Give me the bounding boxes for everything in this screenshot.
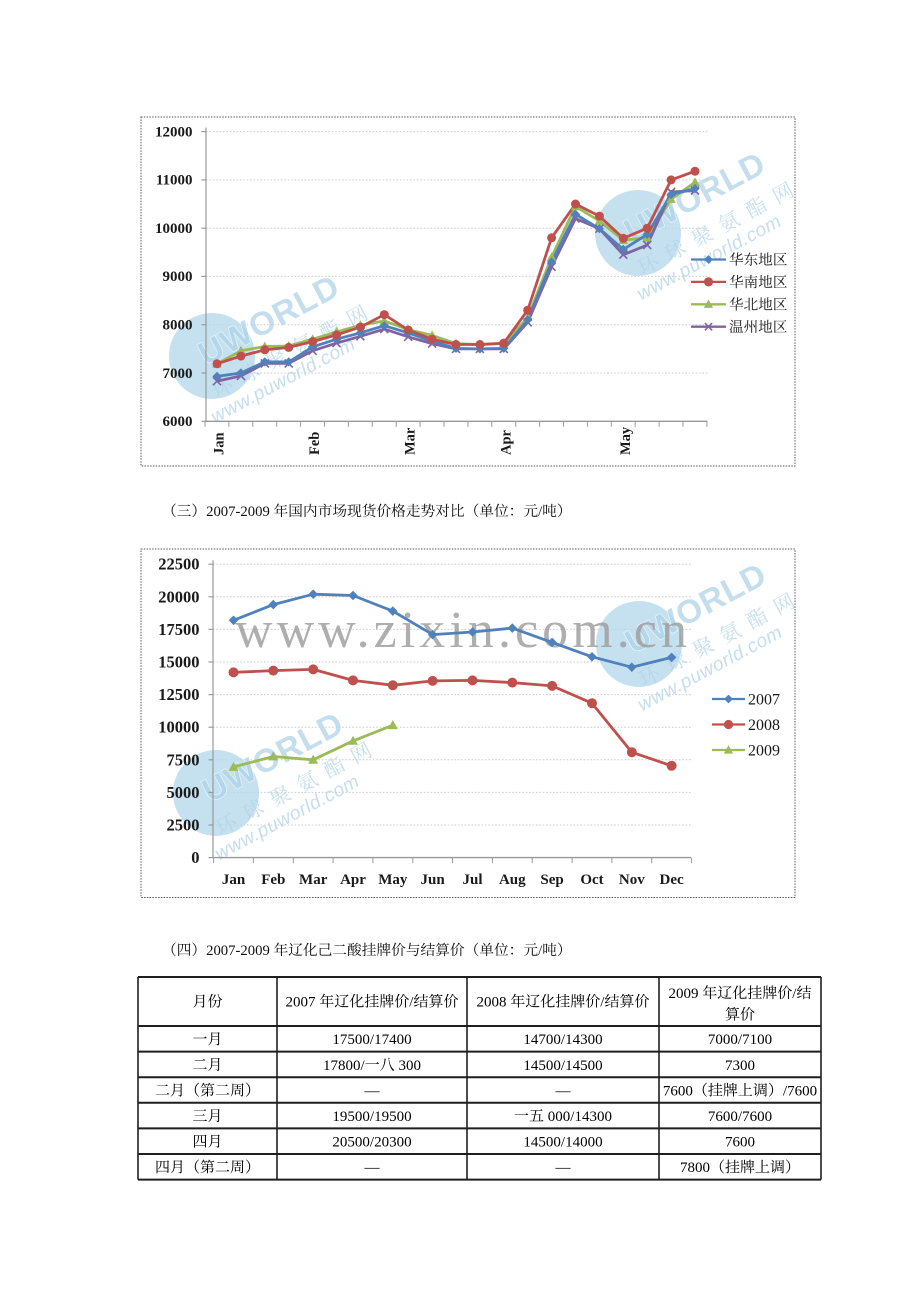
svg-text:20500/20300: 20500/20300 xyxy=(332,1135,411,1151)
svg-text:10000: 10000 xyxy=(158,718,199,737)
svg-text:19500/19500: 19500/19500 xyxy=(332,1109,411,1125)
svg-text:20000: 20000 xyxy=(158,587,199,606)
svg-text:8000: 8000 xyxy=(163,318,193,334)
svg-text:Dec: Dec xyxy=(660,872,684,888)
svg-text:7500: 7500 xyxy=(167,750,200,769)
svg-text:2009: 2009 xyxy=(748,743,780,760)
svg-text:2007: 2007 xyxy=(748,692,780,709)
svg-text:Apr: Apr xyxy=(340,872,366,888)
svg-text:7000: 7000 xyxy=(163,366,193,382)
svg-text:/: / xyxy=(538,504,543,520)
svg-text:/: / xyxy=(538,943,543,959)
svg-text:/: / xyxy=(792,986,797,1002)
svg-text:17500: 17500 xyxy=(158,620,199,639)
svg-text:14500/14000: 14500/14000 xyxy=(523,1135,602,1151)
svg-text:2009: 2009 xyxy=(669,986,699,1002)
svg-text:2007-2009: 2007-2009 xyxy=(206,504,270,520)
svg-text:2007: 2007 xyxy=(286,995,317,1011)
svg-text:17800/: 17800/ xyxy=(323,1058,366,1074)
svg-text:Sep: Sep xyxy=(540,872,563,888)
svg-text:Jul: Jul xyxy=(462,872,482,888)
svg-text:12000: 12000 xyxy=(155,124,193,140)
svg-text:14700/14300: 14700/14300 xyxy=(523,1032,602,1048)
svg-text:10000: 10000 xyxy=(155,221,193,237)
svg-text:Jan: Jan xyxy=(212,432,228,455)
svg-text:May: May xyxy=(378,872,408,888)
svg-text:2008: 2008 xyxy=(477,995,507,1011)
svg-text:/: / xyxy=(409,995,414,1011)
svg-text:11000: 11000 xyxy=(156,173,193,189)
svg-text:/: / xyxy=(600,995,605,1011)
svg-text:5000: 5000 xyxy=(167,783,200,802)
svg-text:22500: 22500 xyxy=(158,555,199,574)
svg-text:7000/7100: 7000/7100 xyxy=(708,1032,772,1048)
svg-text:0: 0 xyxy=(191,848,199,867)
svg-text:—: — xyxy=(364,1160,381,1176)
svg-text:Apr: Apr xyxy=(498,429,514,455)
svg-text:Jun: Jun xyxy=(421,872,446,888)
svg-text:—: — xyxy=(364,1083,381,1099)
svg-text:2500: 2500 xyxy=(167,816,200,835)
svg-text:/7600: /7600 xyxy=(783,1083,817,1099)
svg-text:15000: 15000 xyxy=(158,653,199,672)
svg-text:Nov: Nov xyxy=(619,872,645,888)
svg-text:www.zixin.com.cn: www.zixin.com.cn xyxy=(235,602,687,659)
svg-text:May: May xyxy=(618,426,634,455)
svg-text:000/14300: 000/14300 xyxy=(548,1109,612,1125)
svg-text:17500/17400: 17500/17400 xyxy=(332,1032,411,1048)
svg-text:7800: 7800 xyxy=(680,1160,710,1176)
svg-text:—: — xyxy=(555,1160,572,1176)
svg-text:6000: 6000 xyxy=(163,414,193,430)
svg-text:7600: 7600 xyxy=(663,1083,693,1099)
svg-text:Feb: Feb xyxy=(307,432,323,455)
svg-text:Aug: Aug xyxy=(499,872,526,888)
svg-text:7600: 7600 xyxy=(725,1135,755,1151)
svg-text:Mar: Mar xyxy=(403,427,419,455)
svg-text:2008: 2008 xyxy=(748,717,780,734)
svg-text:9000: 9000 xyxy=(163,269,193,285)
svg-text:—: — xyxy=(555,1083,572,1099)
svg-text:300: 300 xyxy=(399,1058,422,1074)
svg-text:Oct: Oct xyxy=(580,872,603,888)
svg-text:Jan: Jan xyxy=(222,872,246,888)
svg-text:2007-2009: 2007-2009 xyxy=(206,943,270,959)
svg-text:Mar: Mar xyxy=(299,872,328,888)
svg-text:Feb: Feb xyxy=(261,872,285,888)
svg-text:7300: 7300 xyxy=(725,1058,755,1074)
svg-text:7600/7600: 7600/7600 xyxy=(708,1109,772,1125)
svg-text:14500/14500: 14500/14500 xyxy=(523,1058,602,1074)
svg-text:12500: 12500 xyxy=(158,685,199,704)
